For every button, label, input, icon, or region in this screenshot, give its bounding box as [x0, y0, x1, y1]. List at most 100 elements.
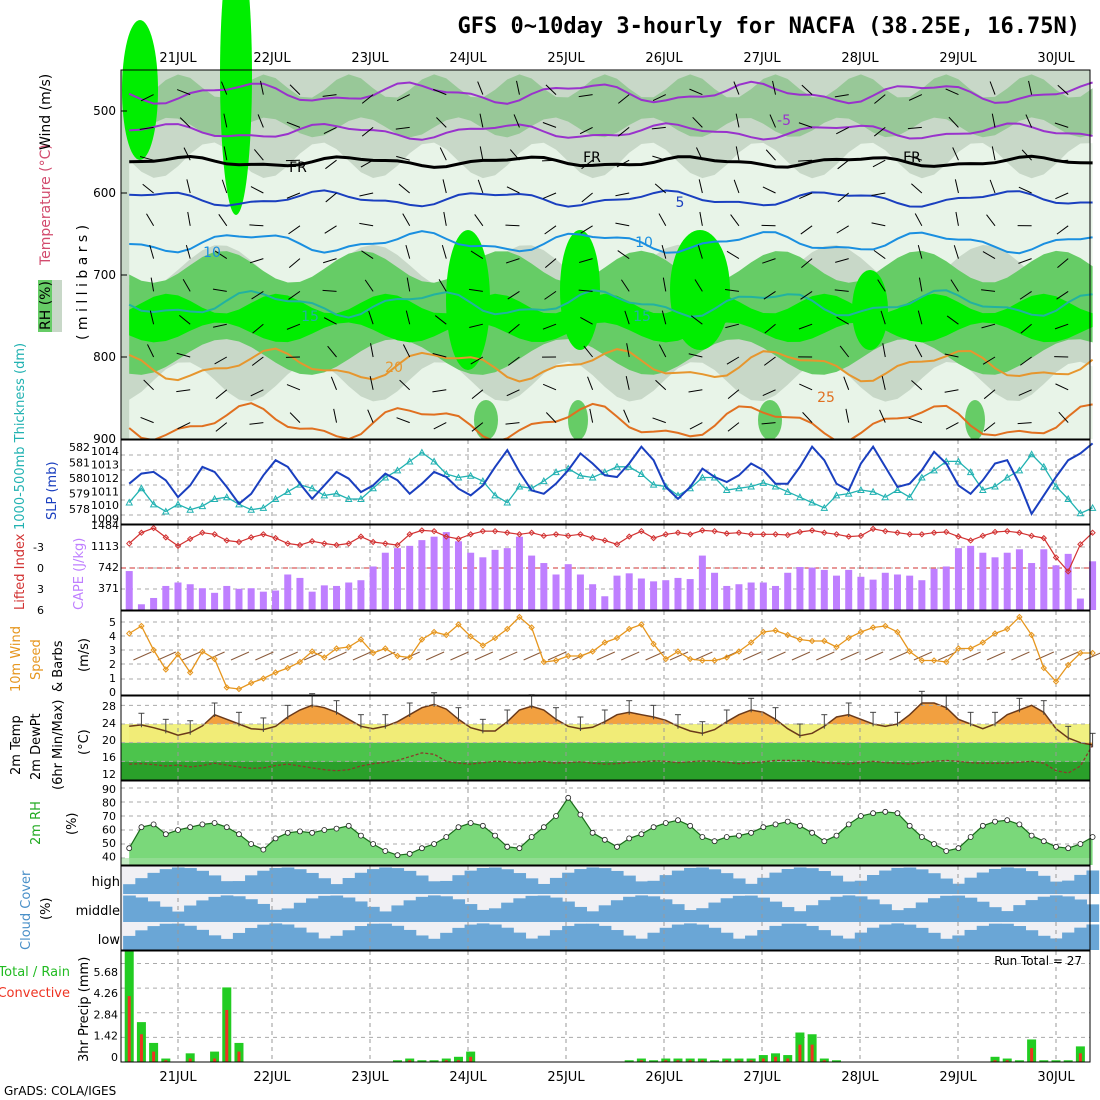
surface-wind-barb [255, 651, 274, 661]
wind-barb [505, 258, 520, 264]
thickness-marker [857, 485, 865, 494]
cloud-cell [964, 897, 978, 922]
wind-barb [470, 250, 484, 260]
cloud-cell [635, 895, 648, 922]
thickness-marker [930, 466, 938, 474]
cape-bar [918, 580, 926, 610]
upper-air-panel: -5 FR FR FR 5 10 10 15 15 20 25 [120, 0, 1094, 443]
thickness-marker [320, 491, 329, 499]
cloud-cell [147, 872, 161, 894]
cloud-cell [549, 897, 563, 922]
cloud-cell [659, 899, 673, 922]
precip-convective-bar [700, 1060, 704, 1062]
thickness-marker [881, 493, 890, 501]
surface-wind-barb [767, 651, 786, 661]
cape-bar [1089, 561, 1097, 610]
surface-wind-barb [791, 651, 811, 661]
rh-marker [589, 829, 596, 836]
lifted-index-marker [833, 531, 840, 538]
isotherm-line [129, 122, 1093, 141]
precip-convective-bar [688, 1060, 692, 1062]
wind-barb [142, 183, 154, 194]
cloud-cell [427, 938, 441, 950]
cloud-cell [866, 875, 880, 894]
rh-marker [418, 845, 425, 852]
wind-barb [882, 343, 886, 358]
wind-speed-marker [467, 633, 474, 640]
thickness-marker [418, 448, 426, 456]
wind-barb [147, 344, 155, 358]
contour-label: FR [289, 160, 307, 176]
wind-barb [1054, 323, 1069, 330]
wind-barb [1056, 225, 1069, 235]
surface-wind-barb [133, 651, 152, 661]
lifted-index-marker [1077, 541, 1084, 548]
temp-y-tick: 24 [102, 717, 116, 730]
wind-barb [871, 192, 886, 197]
wind-barb [733, 81, 740, 95]
surface-wind-barb [450, 651, 469, 661]
precip-convective-bar [164, 1060, 168, 1062]
wind-barb [871, 222, 886, 227]
cloud-cell [940, 895, 953, 922]
rh-marker [540, 824, 547, 831]
upper-y-tick-label: 700 [93, 268, 116, 282]
wind-barb [469, 323, 483, 328]
surface-wind-barb [499, 651, 518, 661]
precip-convective-bar [1005, 1060, 1009, 1062]
thickness-marker [735, 484, 743, 492]
cape-bar [418, 540, 426, 610]
cloud-cell [367, 906, 380, 922]
lifted-index-marker [296, 541, 304, 549]
cape-bar [528, 555, 536, 610]
upper-y-tick-label: 800 [93, 350, 116, 364]
thickness-marker [539, 477, 548, 485]
cloud-level-label: high [92, 875, 120, 890]
temp-y-tick: 16 [102, 751, 116, 764]
footer-credit: GrADS: COLA/IGES [4, 1084, 116, 1098]
cape-bar [784, 572, 792, 610]
surface-wind-barb [474, 651, 494, 661]
rh-marker [626, 835, 633, 842]
surface-wind-barb [986, 651, 1006, 661]
cloud-cell [1013, 926, 1027, 950]
wind-barb [799, 383, 813, 391]
wind-speed-marker [1028, 631, 1035, 639]
lifted-index-marker [625, 533, 633, 540]
wind-barb [658, 344, 667, 358]
cloud-cell [866, 899, 880, 922]
rh-y-tick: 50 [102, 837, 116, 850]
ylabel-wind-unit: (m/s) [77, 638, 92, 672]
wind-barb [542, 383, 557, 391]
wind-speed-marker [967, 645, 974, 652]
wind-barb [215, 389, 228, 399]
cloud-cell [513, 873, 527, 894]
wind-speed-marker [1089, 649, 1096, 657]
rh-marker [760, 824, 767, 831]
wind-barb [948, 116, 959, 128]
wind-barb [257, 114, 264, 128]
lifted-index-marker [723, 530, 730, 537]
cloud-cell [415, 896, 429, 922]
date-label-top: 28JUL [841, 51, 879, 66]
slp-y-tick: 1012 [91, 472, 119, 485]
cloud-cell [281, 908, 295, 922]
wind-barb [260, 80, 264, 95]
surface-wind-barb [157, 651, 177, 661]
lifted-index-marker [1028, 532, 1035, 540]
wind-barb [179, 117, 191, 128]
wind-barb [322, 289, 337, 292]
thickness-marker [1064, 494, 1073, 502]
cloud-cell [952, 883, 966, 894]
surface-wind-barb [230, 651, 250, 661]
ylabel-barbs: & Barbs [51, 640, 66, 692]
precip-total-bar [1014, 1060, 1024, 1062]
thickness-marker [1052, 482, 1060, 490]
cape-bar [772, 585, 780, 610]
cloud-cell [135, 930, 149, 950]
cloud-cell [549, 930, 563, 950]
wind-barb [946, 315, 959, 325]
surface-wind-barb [816, 651, 835, 661]
